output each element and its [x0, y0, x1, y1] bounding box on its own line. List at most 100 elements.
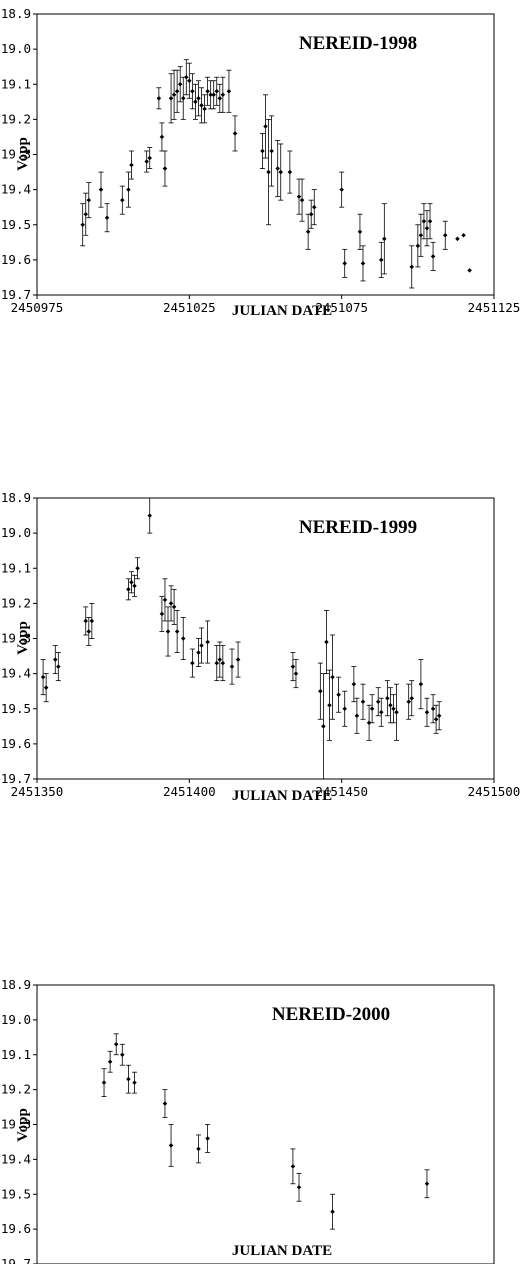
data-point: [171, 92, 177, 98]
data-point: [135, 565, 140, 571]
data-point: [168, 96, 174, 101]
data-point: [205, 639, 210, 645]
data-point: [171, 604, 177, 610]
data-point: [232, 131, 238, 136]
y-tick-label: 19.3: [1, 631, 31, 646]
data-point: [113, 1042, 119, 1047]
y-tick-label: 18.9: [1, 977, 31, 992]
data-point: [263, 124, 268, 129]
data-point: [86, 629, 92, 634]
x-axis-label: JULIAN DATE: [232, 1243, 332, 1259]
data-point: [196, 650, 201, 655]
y-tick-label: 19.4: [1, 666, 31, 681]
data-point: [196, 96, 201, 101]
y-tick-label: 19.0: [1, 525, 31, 540]
data-point: [205, 89, 210, 94]
x-tick-label: 2451450: [315, 784, 368, 799]
data-point: [369, 706, 375, 712]
data-point: [436, 713, 442, 719]
data-point: [199, 643, 204, 648]
y-axis-label: Vopp: [15, 621, 31, 655]
data-series: [40, 497, 442, 780]
data-point: [120, 197, 125, 203]
chart-panel-3: 18.919.019.119.219.319.419.519.619.72451…: [1, 977, 495, 1264]
data-point: [53, 657, 58, 662]
data-point: [214, 89, 220, 94]
data-point: [357, 229, 363, 235]
data-point: [415, 243, 421, 249]
data-point: [424, 709, 430, 715]
data-point: [162, 1101, 168, 1106]
data-point: [83, 211, 89, 217]
data-point: [162, 597, 168, 603]
data-point: [409, 695, 415, 701]
data-point: [165, 629, 171, 634]
data-point: [375, 699, 381, 704]
y-tick-label: 19.6: [1, 252, 31, 267]
data-point: [126, 587, 131, 592]
data-point: [89, 618, 95, 624]
chart-panel-2: 18.919.019.119.219.319.419.519.619.72451…: [1, 490, 520, 804]
data-point: [120, 1052, 125, 1058]
chart-title: NEREID-1998: [299, 33, 417, 54]
data-point: [379, 709, 384, 715]
data-point: [379, 257, 384, 263]
data-point: [144, 159, 149, 164]
y-tick-label: 19.5: [1, 217, 31, 232]
data-point: [330, 674, 335, 680]
data-point: [409, 264, 415, 270]
y-tick-label: 19.6: [1, 1221, 31, 1236]
data-point: [205, 1136, 210, 1141]
y-tick-label: 19.5: [1, 1186, 31, 1201]
x-tick-label: 2450975: [11, 300, 64, 315]
data-point: [296, 1185, 302, 1190]
y-tick-label: 19.5: [1, 701, 31, 716]
data-point: [305, 229, 311, 235]
data-point: [382, 236, 387, 242]
data-point: [406, 699, 411, 704]
data-point: [214, 660, 220, 666]
data-point: [193, 99, 198, 105]
data-series: [80, 59, 472, 289]
data-point: [430, 706, 436, 712]
plot-frame: [36, 497, 495, 780]
data-point: [391, 706, 396, 712]
data-point: [418, 681, 424, 687]
y-tick-label: 18.9: [1, 6, 31, 21]
plot-frame: [36, 984, 495, 1264]
data-point: [159, 134, 165, 140]
x-axis-label: JULIAN DATE: [232, 303, 332, 319]
data-point: [226, 89, 232, 94]
data-point: [40, 674, 46, 680]
data-point: [177, 81, 183, 87]
data-point: [351, 681, 357, 687]
data-point: [385, 695, 390, 701]
y-tick-label: 19.2: [1, 595, 31, 610]
data-point: [260, 148, 265, 154]
data-point: [107, 1059, 113, 1064]
data-point: [80, 222, 85, 228]
data-point: [342, 706, 347, 712]
data-point: [324, 639, 329, 645]
data-point: [418, 233, 424, 238]
data-point: [235, 657, 241, 662]
data-point: [455, 236, 460, 242]
y-tick-label: 19.1: [1, 560, 31, 575]
data-point: [296, 194, 302, 199]
data-point: [217, 96, 223, 101]
data-point: [366, 720, 372, 726]
y-tick-label: 19.1: [1, 1047, 31, 1062]
x-tick-label: 2451400: [163, 784, 216, 799]
data-point: [299, 197, 305, 203]
data-point: [132, 1080, 137, 1085]
data-point: [156, 96, 162, 101]
data-point: [293, 671, 299, 676]
data-point: [424, 225, 430, 231]
data-point: [354, 713, 360, 719]
data-point: [336, 692, 341, 697]
data-point: [394, 709, 399, 715]
data-point: [220, 92, 226, 98]
chart-title: NEREID-1999: [299, 517, 417, 538]
data-point: [318, 688, 323, 694]
